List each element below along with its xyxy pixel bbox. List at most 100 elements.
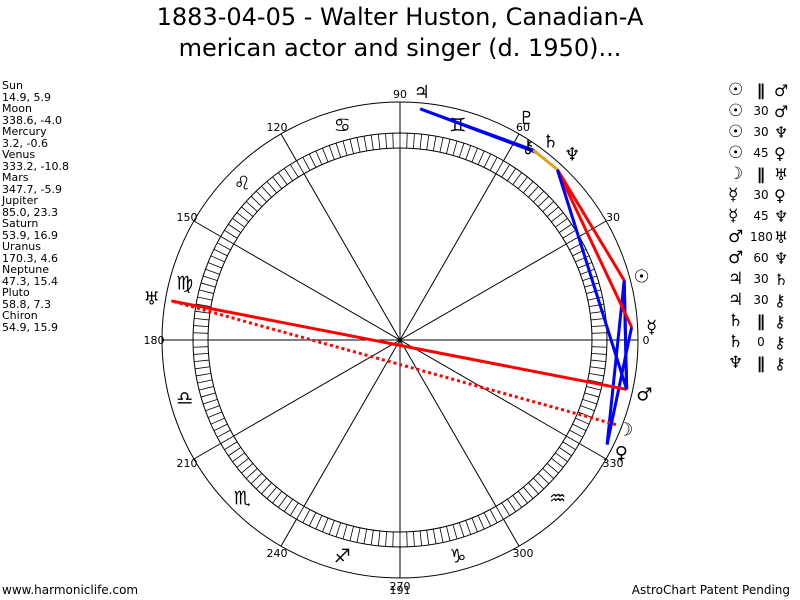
outer-spoke [503,519,520,547]
ring-tick [432,529,437,544]
planet-glyph-sun: ☉ [634,267,650,288]
planet-glyph-jupiter: ♃ [414,82,430,103]
aspect-symbol: 30 [753,104,769,118]
ring-tick [203,275,218,282]
planet-name-jupiter: Jupiter [2,194,38,207]
aspect-row: ☿ 45 ♆ [728,206,800,227]
ring-tick [370,134,374,150]
planet-glyph-venus: ♀ [615,443,628,464]
ring-tick [196,372,211,377]
aspect-row: ☉ 30 ♂ [728,101,800,122]
ring-tick [377,134,381,150]
aspect-line [170,299,617,427]
aspect-row: ♃ 30 ♄ [728,269,800,290]
aspect-planet-2: ♂ [774,81,789,100]
ring-tick [194,310,210,314]
ring-tick [452,140,458,156]
aspect-planet-1: ♂ [728,227,744,247]
ring-tick [584,392,600,398]
ring-tick [245,468,258,479]
planet-value-uranus: 170.3, 4.6 [2,251,58,265]
ring-tick [197,379,213,384]
aspect-planet-2: ⚷ [774,291,786,310]
ring-tick [412,531,415,547]
ring-tick [523,486,534,499]
aspect-line [555,168,633,328]
degree-label: 210 [176,457,197,470]
ring-tick [533,190,545,203]
aspect-planet-1: ♄ [728,332,744,352]
ring-tick [236,457,249,468]
ring-tick [477,150,485,165]
planet-position-list: Sun 14.9, 5.9 Moon 338.6, -4.0 Mercury 3.2, -… [2,80,69,333]
ring-tick [356,137,361,153]
degree-labels: 0 30 60 90 120 150 180 210 240 270 300 330 [144,88,650,593]
aspect-planet-1: ♃ [728,290,744,310]
ring-tick [546,206,559,217]
ring-tick [406,133,408,149]
ring-tick [584,282,600,288]
ring-tick [589,372,604,377]
ring-tick [465,145,472,160]
zodiac-glyph: ♒ [549,488,566,510]
ring-tick [569,429,583,438]
aspect-planet-2: ♂ [774,102,789,121]
ring-tick [363,529,368,544]
ring-tick [562,441,576,451]
ring-tick [551,212,564,223]
aspect-symbol: ∥ [757,81,765,100]
aspect-symbol: 30 [753,125,769,139]
planet-name-moon: Moon [2,102,32,115]
ring-tick [194,359,210,363]
aspect-row: ☉ 45 ♀ [728,143,800,164]
ring-tick [308,512,317,527]
ring-tick [363,136,368,151]
planet-glyph-mercury: ☿ [646,317,657,338]
ring-tick [220,435,234,444]
zodiac-glyph: ♌ [234,172,251,194]
aspect-line [532,149,559,171]
aspect-row: ♂ 180 ♅ [728,227,800,248]
aspect-line [555,169,629,390]
ring-tick [193,325,209,328]
ring-tick [537,195,550,207]
website-link[interactable]: www.harmoniclife.com [2,583,139,597]
ring-tick [419,134,423,150]
aspect-planet-1: ☽ [728,164,744,184]
ring-tick [224,229,238,239]
aspect-planet-2: ♅ [774,228,789,247]
aspect-symbol: 30 [753,293,769,307]
planet-glyph-chiron: ⚷ [521,137,534,158]
ring-tick [283,168,293,182]
aspect-symbol: 45 [753,146,769,160]
ring-tick [278,172,288,185]
ring-tick [328,520,335,535]
degree-label: 90 [393,88,407,101]
ring-tick [250,195,263,207]
planet-glyph-mars: ♂ [636,384,652,405]
aspect-planet-1: ☿ [728,206,739,226]
ring-tick [452,524,458,540]
aspect-planet-1: ☿ [728,185,739,205]
ring-tick [566,435,580,444]
planet-name-mars: Mars [2,171,29,184]
planet-name-neptune: Neptune [2,263,50,276]
ring-tick [315,150,323,165]
ring-tick [587,379,603,384]
planet-value-venus: 333.2, -10.8 [2,159,69,173]
ring-tick [207,262,223,269]
ring-tick [245,201,258,212]
planet-value-moon: 338.6, -4.0 [2,113,62,127]
ring-tick [501,164,511,178]
ring-tick [586,386,601,391]
aspect-planet-2: ♄ [774,270,789,289]
outer-spoke [503,133,520,161]
degree-label: 300 [513,547,534,560]
ring-tick [590,366,606,370]
ring-tick [203,398,218,405]
ring-tick [591,352,607,355]
ring-tick [555,452,568,462]
ring-tick [224,441,238,451]
ring-tick [458,522,465,537]
ring-tick [590,359,606,363]
